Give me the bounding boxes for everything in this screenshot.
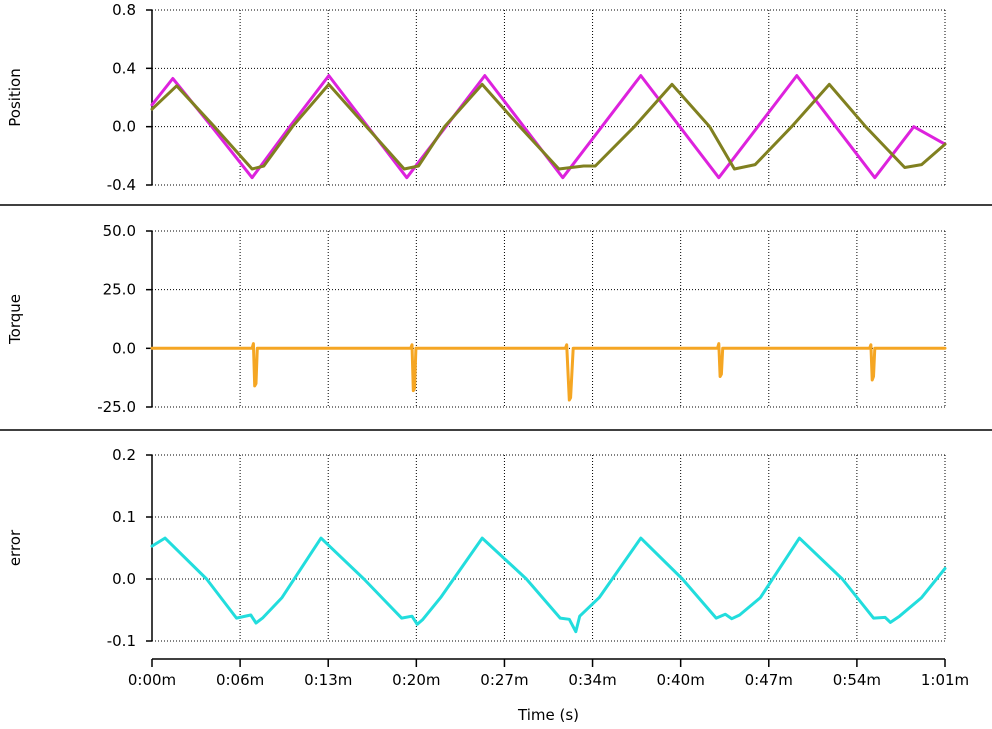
y-axis-title-torque: Torque xyxy=(6,294,24,345)
y-tick-label: 0.0 xyxy=(112,570,136,588)
x-tick-label: 0:40m xyxy=(657,671,705,689)
panel-torque: 50.0 25.0 0.0 -25.0 xyxy=(97,222,947,416)
series-line-error-1 xyxy=(150,536,947,634)
y-tick-label: 0.8 xyxy=(112,1,136,19)
series-line-position-2 xyxy=(150,82,947,171)
y-tick-label: 0.0 xyxy=(112,339,136,357)
panel-error: 0.2 0.1 0.0 -0.1 xyxy=(107,446,947,650)
x-tick-label: 0:54m xyxy=(833,671,881,689)
x-tick-label: 0:00m xyxy=(128,671,176,689)
y-tick-label: 50.0 xyxy=(103,222,136,240)
x-tick-label: 0:13m xyxy=(304,671,352,689)
y-tick-label: 0.0 xyxy=(112,118,136,136)
panel-position: 0.8 0.4 0.0 -0.4 xyxy=(107,1,947,194)
y-tick-label: 25.0 xyxy=(103,281,136,299)
y-tick-label: -0.4 xyxy=(107,176,136,194)
x-axis-title: Time (s) xyxy=(517,706,579,724)
y-tick-label: -25.0 xyxy=(97,398,136,416)
x-tick-label: 1:01m xyxy=(921,671,969,689)
x-tick-label: 0:06m xyxy=(216,671,264,689)
series-line-torque-1 xyxy=(150,342,947,402)
x-tick-label: 0:34m xyxy=(568,671,616,689)
x-tick-label: 0:20m xyxy=(392,671,440,689)
y-tick-label: 0.1 xyxy=(112,508,136,526)
x-tick-label: 0:27m xyxy=(480,671,528,689)
y-axis-title-error: error xyxy=(6,529,24,566)
x-tick-label: 0:47m xyxy=(745,671,793,689)
y-tick-label: -0.1 xyxy=(107,632,136,650)
y-axis-title-position: Position xyxy=(6,68,24,126)
y-tick-label: 0.4 xyxy=(112,59,136,77)
y-tick-label: 0.2 xyxy=(112,446,136,464)
axis-titles: Position Torque error Time (s) xyxy=(6,68,579,724)
